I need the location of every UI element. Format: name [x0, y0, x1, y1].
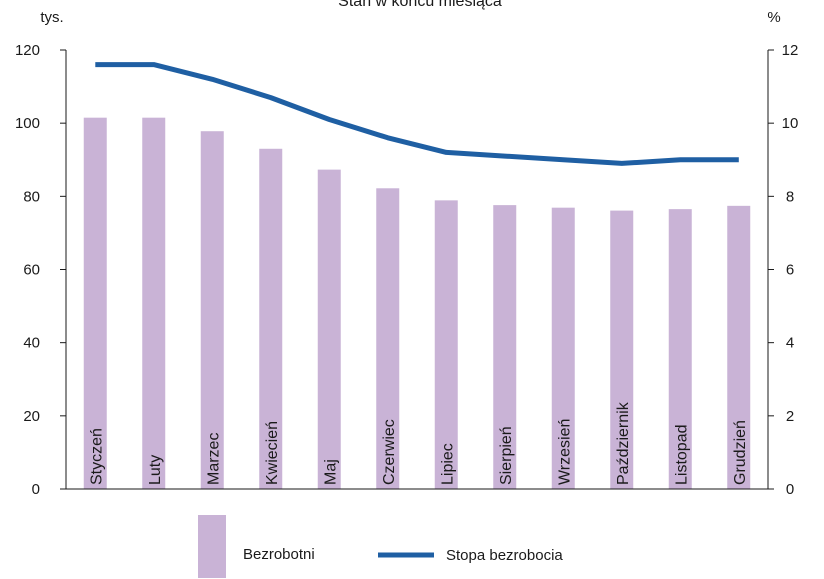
category-label: Wrzesień — [556, 419, 573, 485]
category-label: Styczeń — [88, 428, 105, 485]
bar-6 — [434, 200, 458, 490]
category-label: Czerwiec — [381, 419, 398, 485]
right-axis-unit: % — [767, 9, 780, 26]
category-label: Maj — [322, 459, 339, 485]
category-labels: Styczeń Luty Marzec Kwiecień Maj Czerwiec Lipi… — [88, 401, 749, 485]
bar-1 — [142, 117, 166, 489]
legend-label-bezrobotni: Bezrobotni — [243, 546, 315, 563]
left-tick-label: 20 — [23, 408, 40, 425]
right-tick-label: 8 — [786, 188, 794, 205]
legend-label-stopa-bezrobocia: Stopa bezrobocia — [446, 547, 563, 564]
bar-series-bezrobotni — [83, 117, 751, 490]
left-tick-label: 60 — [23, 262, 40, 279]
legend-swatch-bezrobotni — [198, 515, 226, 578]
bar-10 — [668, 209, 692, 489]
right-tick-label: 2 — [786, 408, 794, 425]
left-tick-label: 120 — [15, 42, 40, 59]
left-tick-label: 40 — [23, 335, 40, 352]
bar-5 — [376, 188, 400, 489]
bar-8 — [551, 207, 575, 489]
category-label: Listopad — [673, 425, 690, 486]
left-tick-label: 100 — [15, 115, 40, 132]
category-label: Sierpień — [498, 426, 515, 485]
category-label: Październik — [615, 401, 632, 485]
left-tick-label: 0 — [32, 481, 40, 498]
bar-11 — [727, 205, 751, 489]
category-label: Marzec — [205, 433, 222, 485]
left-axis-unit: tys. — [40, 9, 63, 26]
right-tick-label: 6 — [786, 262, 794, 279]
right-axis-ticks: 0 2 4 6 8 10 12 — [768, 42, 798, 498]
bar-7 — [493, 205, 517, 489]
category-label: Grudzień — [732, 420, 749, 485]
left-axis-ticks: 0 20 40 60 80 100 120 — [15, 42, 66, 498]
bar-3 — [259, 148, 283, 489]
category-label: Lipiec — [439, 443, 456, 485]
bar-0 — [83, 117, 107, 489]
category-label: Luty — [147, 455, 164, 485]
category-label: Kwiecień — [264, 421, 281, 485]
bar-9 — [610, 210, 634, 489]
right-tick-label: 12 — [782, 42, 799, 59]
bar-2 — [200, 131, 224, 489]
line-series-stopa-bezrobocia — [95, 62, 739, 166]
right-tick-label: 0 — [786, 481, 794, 498]
legend: Bezrobotni Stopa bezrobocia — [198, 515, 563, 578]
chart-title: Stan w końcu miesiąca — [338, 0, 502, 10]
right-tick-label: 10 — [782, 115, 799, 132]
left-tick-label: 80 — [23, 188, 40, 205]
right-tick-label: 4 — [786, 335, 794, 352]
bar-4 — [317, 169, 341, 489]
